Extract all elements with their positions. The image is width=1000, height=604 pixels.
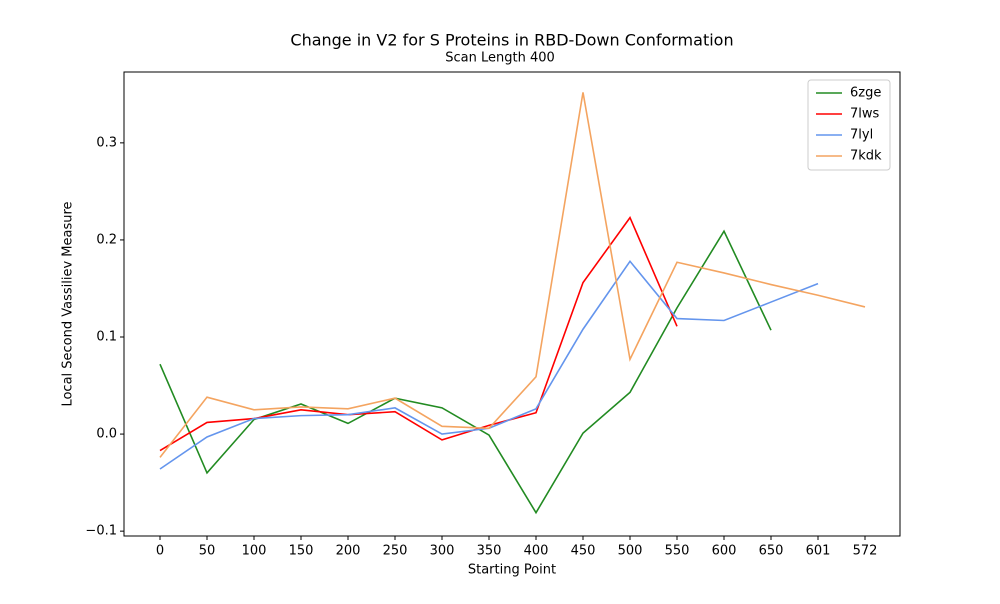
plot-frame <box>123 71 901 537</box>
legend-label: 7lyl <box>850 128 873 143</box>
x-tick-label: 650 <box>759 544 784 559</box>
x-tick-label: 400 <box>524 544 549 559</box>
y-tick-label: 0.2 <box>96 232 117 247</box>
legend-box <box>807 79 891 171</box>
y-tick-label: 0.3 <box>96 135 117 150</box>
y-tick-label: 0.0 <box>96 427 117 442</box>
x-tick-label: 200 <box>336 544 361 559</box>
x-tick-label: 572 <box>853 544 878 559</box>
x-tick-label: 350 <box>477 544 502 559</box>
legend-label: 7lws <box>850 107 880 122</box>
series-line <box>159 229 772 515</box>
legend-label: 6zge <box>850 86 881 101</box>
x-tick-label: 0 <box>156 544 164 559</box>
series-line <box>159 92 866 458</box>
y-tick-label: −0.1 <box>85 524 117 539</box>
series-line <box>159 259 819 470</box>
x-tick-label: 100 <box>242 544 267 559</box>
series-line <box>159 215 678 452</box>
x-tick-label: 150 <box>289 544 314 559</box>
x-tick-label: 300 <box>430 544 455 559</box>
x-tick-label: 50 <box>199 544 216 559</box>
x-tick-label: 550 <box>665 544 690 559</box>
x-tick-label: 450 <box>571 544 596 559</box>
chart-subtitle: Scan Length 400 <box>445 51 555 66</box>
x-tick-label: 500 <box>618 544 643 559</box>
y-axis-label: Local Second Vassiliev Measure <box>61 201 76 406</box>
chart-title: Change in V2 for S Proteins in RBD-Down … <box>290 31 733 50</box>
x-tick-label: 600 <box>712 544 737 559</box>
legend-label: 7kdk <box>850 149 882 164</box>
y-tick-label: 0.1 <box>96 330 117 345</box>
x-axis-label: Starting Point <box>468 563 556 578</box>
x-tick-label: 601 <box>806 544 831 559</box>
x-tick-label: 250 <box>383 544 408 559</box>
